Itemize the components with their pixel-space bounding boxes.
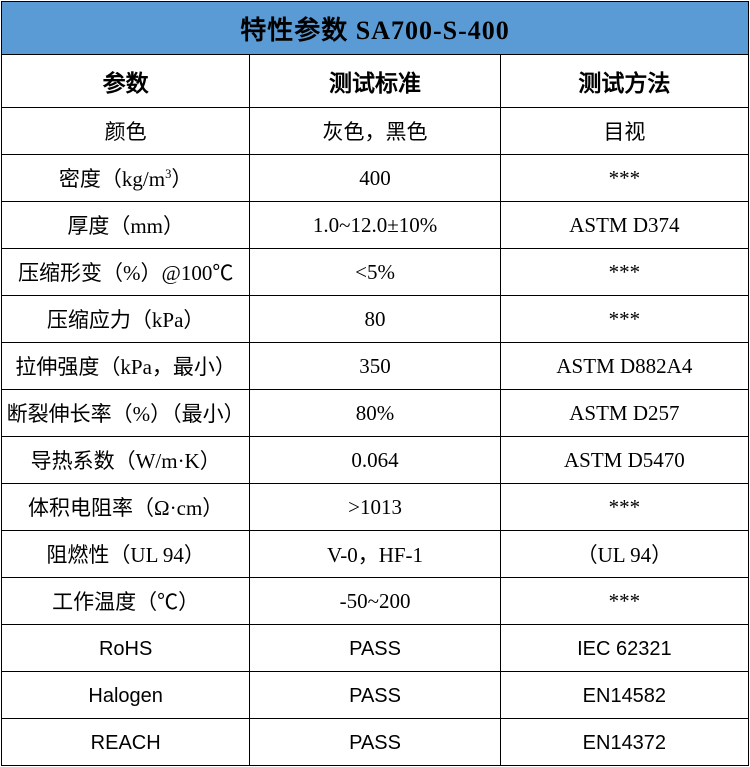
table-row: 压缩形变（%）@100℃<5%*** <box>2 249 749 296</box>
cell-param: 颜色 <box>2 108 250 155</box>
cell-standard: 350 <box>250 343 500 390</box>
cell-param: 压缩形变（%）@100℃ <box>2 249 250 296</box>
header-method: 测试方法 <box>500 55 748 108</box>
cell-method: *** <box>500 296 748 343</box>
cell-standard: 灰色，黑色 <box>250 108 500 155</box>
cell-param: 阻燃性（UL 94） <box>2 531 250 578</box>
cell-standard: 1.0~12.0±10% <box>250 202 500 249</box>
table-row: 工作温度（℃）-50~200*** <box>2 578 749 625</box>
cell-method: *** <box>500 578 748 625</box>
table-row: REACHPASSEN14372 <box>2 719 749 766</box>
cell-param: 厚度（mm） <box>2 202 250 249</box>
cell-standard: PASS <box>250 719 500 766</box>
table-body: 颜色灰色，黑色目视密度（kg/m3）400***厚度（mm）1.0~12.0±1… <box>2 108 749 766</box>
cell-method: （UL 94） <box>500 531 748 578</box>
cell-param: 压缩应力（kPa） <box>2 296 250 343</box>
cell-param: 断裂伸长率（%）（最小） <box>2 390 250 437</box>
table-row: 压缩应力（kPa）80*** <box>2 296 749 343</box>
cell-method: 目视 <box>500 108 748 155</box>
cell-method: ASTM D257 <box>500 390 748 437</box>
cell-standard: -50~200 <box>250 578 500 625</box>
table-row: 断裂伸长率（%）（最小）80%ASTM D257 <box>2 390 749 437</box>
cell-standard: 80% <box>250 390 500 437</box>
cell-standard: 80 <box>250 296 500 343</box>
table-title: 特性参数 SA700-S-400 <box>2 2 749 55</box>
cell-param: 体积电阻率（Ω·cm） <box>2 484 250 531</box>
cell-method: ASTM D374 <box>500 202 748 249</box>
header-row: 参数 测试标准 测试方法 <box>2 55 749 108</box>
table-row: 体积电阻率（Ω·cm）>1013*** <box>2 484 749 531</box>
table-row: 厚度（mm）1.0~12.0±10%ASTM D374 <box>2 202 749 249</box>
cell-standard: <5% <box>250 249 500 296</box>
cell-standard: 400 <box>250 155 500 202</box>
cell-standard: PASS <box>250 625 500 672</box>
cell-standard: V-0，HF-1 <box>250 531 500 578</box>
cell-standard: PASS <box>250 672 500 719</box>
cell-method: EN14582 <box>500 672 748 719</box>
table-row: 拉伸强度（kPa，最小）350ASTM D882A4 <box>2 343 749 390</box>
cell-param: RoHS <box>2 625 250 672</box>
cell-method: *** <box>500 155 748 202</box>
table-row: 颜色灰色，黑色目视 <box>2 108 749 155</box>
header-standard: 测试标准 <box>250 55 500 108</box>
cell-standard: >1013 <box>250 484 500 531</box>
cell-param: 密度（kg/m3） <box>2 155 250 202</box>
cell-param: 导热系数（W/m·K） <box>2 437 250 484</box>
spec-table: 特性参数 SA700-S-400 参数 测试标准 测试方法 颜色灰色，黑色目视密… <box>1 1 749 766</box>
cell-method: EN14372 <box>500 719 748 766</box>
table-row: 阻燃性（UL 94）V-0，HF-1（UL 94） <box>2 531 749 578</box>
title-row: 特性参数 SA700-S-400 <box>2 2 749 55</box>
cell-method: IEC 62321 <box>500 625 748 672</box>
table-row: 导热系数（W/m·K）0.064ASTM D5470 <box>2 437 749 484</box>
table-row: 密度（kg/m3）400*** <box>2 155 749 202</box>
cell-method: *** <box>500 484 748 531</box>
cell-param: 拉伸强度（kPa，最小） <box>2 343 250 390</box>
header-param: 参数 <box>2 55 250 108</box>
cell-standard: 0.064 <box>250 437 500 484</box>
table-row: HalogenPASSEN14582 <box>2 672 749 719</box>
cell-method: ASTM D882A4 <box>500 343 748 390</box>
cell-method: ASTM D5470 <box>500 437 748 484</box>
cell-param: Halogen <box>2 672 250 719</box>
cell-method: *** <box>500 249 748 296</box>
cell-param: 工作温度（℃） <box>2 578 250 625</box>
table-row: RoHSPASSIEC 62321 <box>2 625 749 672</box>
cell-param: REACH <box>2 719 250 766</box>
